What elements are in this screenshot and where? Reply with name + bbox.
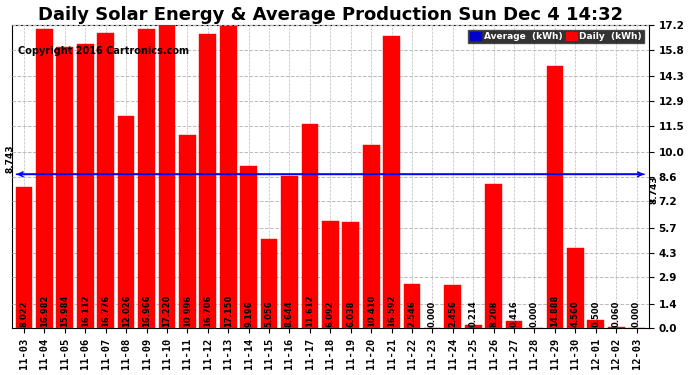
- Bar: [363, 145, 380, 328]
- Text: 0.214: 0.214: [469, 300, 477, 327]
- Bar: [220, 26, 237, 328]
- Text: 5.056: 5.056: [264, 300, 273, 327]
- Bar: [240, 166, 257, 328]
- Text: 16.706: 16.706: [204, 295, 213, 327]
- Title: Daily Solar Energy & Average Production Sun Dec 4 14:32: Daily Solar Energy & Average Production …: [38, 6, 623, 24]
- Bar: [444, 285, 461, 328]
- Text: 2.456: 2.456: [448, 300, 457, 327]
- Bar: [77, 44, 94, 328]
- Text: 17.220: 17.220: [162, 295, 171, 327]
- Text: 8.022: 8.022: [19, 300, 28, 327]
- Bar: [587, 320, 604, 328]
- Bar: [281, 176, 298, 328]
- Bar: [159, 25, 175, 328]
- Bar: [485, 184, 502, 328]
- Text: 0.000: 0.000: [428, 301, 437, 327]
- Text: 9.196: 9.196: [244, 300, 253, 327]
- Bar: [179, 135, 196, 328]
- Text: 15.984: 15.984: [60, 295, 70, 327]
- Text: 10.410: 10.410: [366, 295, 375, 327]
- Text: 0.416: 0.416: [510, 300, 519, 327]
- Text: 6.038: 6.038: [346, 301, 355, 327]
- Bar: [199, 34, 216, 328]
- Bar: [138, 29, 155, 328]
- Bar: [97, 33, 114, 328]
- Bar: [383, 36, 400, 328]
- Bar: [465, 325, 482, 328]
- Bar: [506, 321, 522, 328]
- Text: 8.743: 8.743: [6, 145, 14, 173]
- Bar: [302, 124, 318, 328]
- Text: 0.000: 0.000: [632, 301, 641, 327]
- Text: 16.592: 16.592: [387, 294, 396, 327]
- Bar: [118, 116, 135, 328]
- Text: 10.996: 10.996: [183, 295, 192, 327]
- Text: Copyright 2016 Cartronics.com: Copyright 2016 Cartronics.com: [18, 46, 189, 56]
- Bar: [608, 327, 624, 328]
- Text: 16.112: 16.112: [81, 294, 90, 327]
- Bar: [546, 66, 563, 328]
- Bar: [36, 29, 53, 328]
- Bar: [16, 187, 32, 328]
- Legend: Average  (kWh), Daily  (kWh): Average (kWh), Daily (kWh): [468, 30, 644, 43]
- Text: 8.743: 8.743: [650, 175, 659, 204]
- Bar: [322, 221, 339, 328]
- Text: 16.982: 16.982: [40, 295, 49, 327]
- Bar: [57, 46, 73, 328]
- Text: 2.546: 2.546: [408, 300, 417, 327]
- Text: 8.208: 8.208: [489, 301, 498, 327]
- Text: 17.150: 17.150: [224, 295, 233, 327]
- Text: 0.060: 0.060: [611, 301, 621, 327]
- Bar: [342, 222, 359, 328]
- Text: 0.000: 0.000: [530, 301, 539, 327]
- Text: 8.644: 8.644: [285, 300, 294, 327]
- Text: 14.888: 14.888: [551, 295, 560, 327]
- Text: 0.500: 0.500: [591, 301, 600, 327]
- Bar: [261, 239, 277, 328]
- Bar: [404, 284, 420, 328]
- Text: 4.560: 4.560: [571, 300, 580, 327]
- Text: 16.776: 16.776: [101, 295, 110, 327]
- Text: 11.612: 11.612: [306, 294, 315, 327]
- Bar: [567, 248, 584, 328]
- Text: 6.092: 6.092: [326, 300, 335, 327]
- Text: 12.026: 12.026: [121, 294, 130, 327]
- Text: 16.966: 16.966: [142, 294, 151, 327]
